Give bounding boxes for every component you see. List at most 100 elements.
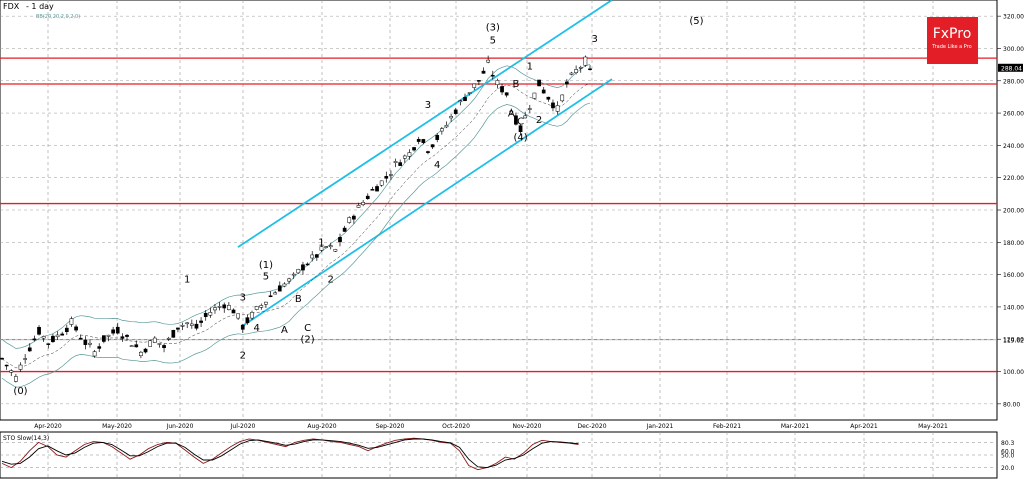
candle-body [416,139,421,142]
candle-body [111,329,115,334]
candle-body [379,180,384,186]
candle-body [88,342,92,345]
candle-body [74,326,78,331]
candle-body [166,337,171,340]
time-axis-label: Nov-2020 [513,423,542,430]
candle-body [305,263,310,266]
candle-body [578,67,583,69]
wave-label: A [281,325,288,336]
candle-body [213,307,217,311]
candle-body [426,151,430,153]
time-axis-label: Apr-2020 [34,423,62,430]
grid-lines [0,0,997,478]
wave-label: (2) [300,334,314,345]
candle-body [97,346,102,349]
candle-body [370,189,375,191]
candle-body [361,202,365,205]
candle-body [296,269,301,274]
bollinger-middle [1,83,591,369]
candle-body [194,323,199,329]
candle-body [541,89,546,94]
candle-body [444,125,449,128]
candle-body [162,345,166,349]
candle-body [555,105,560,112]
candle-body [583,56,588,66]
candle-body [375,186,379,192]
candle-body [477,80,481,82]
timeframe-label: - 1 day [26,2,54,11]
candle-body [481,70,486,74]
wave-label: B [295,294,302,305]
candle-body [287,278,291,282]
candle-body [458,100,463,103]
candle-body [227,305,231,310]
candle-body [27,347,32,352]
candle-body [453,109,458,114]
price-tick-label: 120.00 [1003,337,1024,344]
candle-body [565,81,569,85]
fxpro-logo: FxPro Trade Like a Pro [927,17,978,64]
candle-body [273,292,278,295]
time-axis-label: Aug-2020 [307,423,336,430]
candle-body [9,370,14,373]
wave-label: C [517,116,524,127]
candle-body [342,227,347,232]
stochastic-axis-label: 60.0 [1001,448,1015,455]
wave-label: 3 [240,292,246,303]
candle-body [421,139,426,143]
symbol-label: FDX [3,2,20,11]
candle-body [352,215,356,220]
candle-body [277,285,282,292]
candle-body [463,97,467,102]
time-axis-label: Dec-2020 [577,423,606,430]
candle-body [0,357,4,360]
candle-body [310,254,315,259]
price-tick-label: 100.00 [1003,369,1024,376]
candle-body [148,340,153,347]
time-axis-label: Oct-2020 [442,423,470,430]
candle-body [4,364,9,367]
candle-body [560,94,565,102]
candles [0,55,592,383]
stochastic-series-line [1,438,579,469]
stochastic-axis-label: 50.0 [1001,453,1015,460]
candle-body [393,161,398,163]
candle-body [282,283,287,287]
candle-body [222,304,227,309]
wave-label: 5 [263,271,269,282]
candle-body [333,249,338,252]
wave-label: 4 [253,323,259,334]
candle-body [231,309,236,314]
current-price-box [998,63,1023,72]
candle-body [546,96,551,100]
candle-body [449,116,453,119]
wave-label: 1 [318,238,324,249]
time-axis-label: May-2020 [102,423,132,430]
candle-body [254,306,259,310]
candle-body [18,364,23,370]
price-tick-label: 140.00 [1003,304,1024,311]
candle-body [398,162,403,166]
candle-body [551,102,555,109]
candle-body [527,108,532,110]
candle-body [46,343,51,345]
candle-body [199,320,203,323]
candle-body [250,312,254,319]
candle-body [504,92,509,96]
candle-body [532,92,537,99]
candle-body [152,337,157,343]
candle-body [338,237,342,243]
time-axis-label: Sep-2020 [376,423,405,430]
candle-body [588,68,592,71]
wave-label: (1) [259,260,273,271]
candle-body [301,264,305,271]
wave-label: (4) [513,133,527,144]
candle-body [314,254,319,258]
candle-body [324,246,328,248]
candle-body [509,110,514,114]
stochastic-axis-label: 20.0 [1001,465,1015,472]
wave-label: C [304,323,311,334]
wave-label: 1 [184,275,190,286]
candle-body [69,318,74,325]
